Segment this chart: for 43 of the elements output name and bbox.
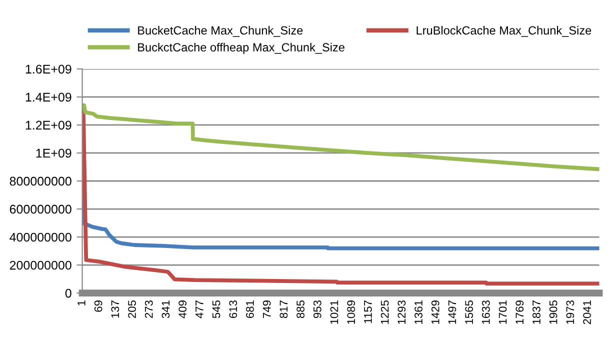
x-tick-label: 69: [94, 300, 102, 312]
x-tick-label: 1633: [482, 300, 490, 324]
legend-label: LruBlockCache Max_Chunk_Size: [416, 26, 592, 37]
x-tick-label: 1361: [414, 300, 422, 324]
x-tick-label: 1497: [448, 300, 456, 324]
x-tick-label: 273: [144, 300, 153, 318]
x-tick-label: 2041: [583, 300, 591, 324]
x-tick-label: 137: [111, 300, 120, 318]
x-tick-label: 681: [246, 300, 254, 318]
y-tick-label: 800000000: [10, 176, 72, 186]
x-tick-label: 1701: [498, 300, 507, 324]
x-tick-label: 1: [78, 300, 86, 306]
x-tick-label: 1565: [465, 300, 473, 324]
y-tick-label: 0: [65, 288, 72, 298]
y-tick-label: 1.6E+09: [26, 64, 72, 74]
x-tick-label: 1157: [364, 300, 372, 324]
x-tick-label: 341: [162, 300, 170, 318]
x-tick-label: 1973: [566, 300, 574, 324]
legend-label: BucketCache Max_Chunk_Size: [138, 26, 303, 37]
x-tick-label: 817: [280, 300, 288, 318]
y-tick-label: 400000000: [10, 232, 72, 242]
x-tick-label: 1429: [431, 300, 440, 324]
x-tick-label: 1021: [330, 300, 338, 324]
y-tick-label: 200000000: [10, 260, 72, 270]
x-tick-label: 749: [262, 300, 271, 318]
x-tick-label: 545: [212, 300, 220, 318]
legend-label: BuckctCache offheap Max_Chunk_Size: [138, 42, 344, 54]
x-tick-label: 1769: [516, 300, 524, 324]
x-tick-label: 409: [178, 300, 186, 318]
x-tick-label: 1837: [532, 300, 540, 324]
x-tick-label: 1293: [398, 300, 406, 324]
x-tick-label: 477: [196, 300, 204, 318]
x-tick-label: 953: [313, 300, 322, 318]
x-tick-label: 1089: [347, 300, 356, 324]
y-tick-label: 1.4E+09: [26, 92, 72, 102]
x-tick-label: 885: [296, 300, 304, 318]
y-tick-label: 1E+09: [36, 148, 72, 158]
y-tick-label: 1.2E+09: [26, 120, 72, 130]
x-tick-label: 205: [128, 300, 136, 318]
x-tick-label: 1905: [549, 300, 558, 324]
x-tick-label: 613: [229, 300, 238, 318]
x-tick-label: 1225: [380, 300, 389, 324]
y-tick-label: 600000000: [10, 204, 72, 214]
